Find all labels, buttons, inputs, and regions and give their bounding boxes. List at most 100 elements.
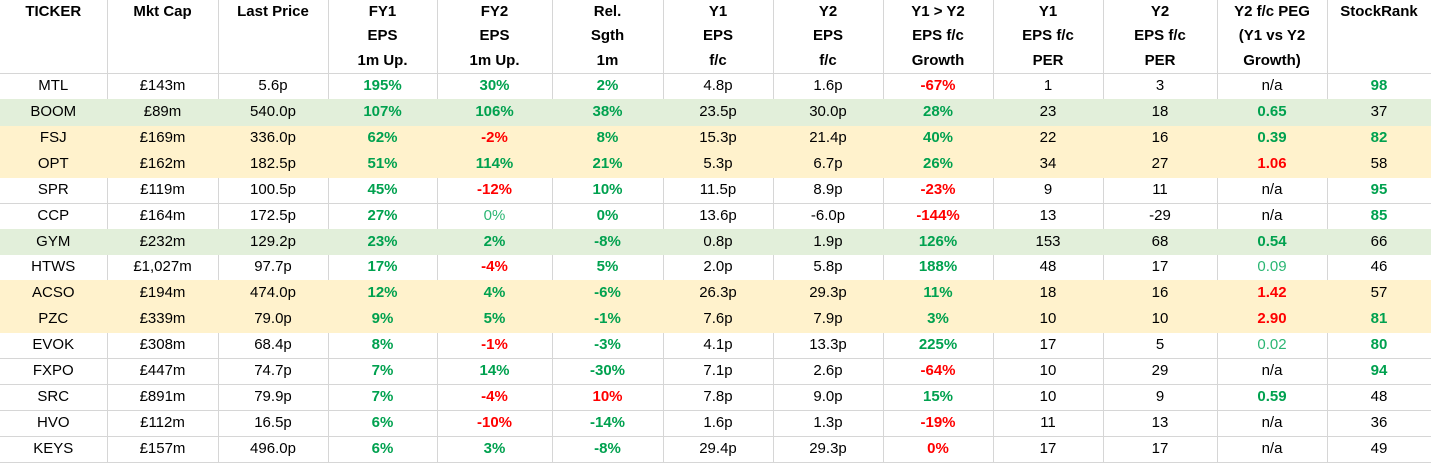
cell-y2-eps-fc[interactable]: 1.6p — [773, 73, 884, 100]
cell-fy2-eps-1m-up[interactable]: -2% — [437, 125, 553, 152]
cell-rel-sgth-1m[interactable]: 2% — [552, 73, 664, 100]
cell-rel-sgth-1m[interactable]: 0% — [552, 203, 664, 230]
cell-mkt-cap[interactable]: £891m — [107, 384, 219, 412]
cell-rel-sgth-1m[interactable]: -8% — [552, 229, 664, 256]
cell-y1-y2-eps-fc-growth[interactable]: 3% — [883, 306, 994, 334]
cell-last-price[interactable]: 68.4p — [218, 332, 329, 360]
cell-y2-eps-fc-per[interactable]: 17 — [1103, 436, 1218, 463]
cell-last-price[interactable]: 496.0p — [218, 436, 329, 463]
cell-stockrank[interactable]: 49 — [1327, 436, 1431, 463]
cell-last-price[interactable]: 172.5p — [218, 203, 329, 230]
col-header-y2-eps-fc[interactable]: Y2 EPS f/c — [773, 0, 884, 74]
cell-y1-eps-fc[interactable]: 11.5p — [663, 177, 774, 204]
cell-y2-eps-fc[interactable]: 29.3p — [773, 436, 884, 463]
cell-last-price[interactable]: 16.5p — [218, 410, 329, 438]
cell-y2-eps-fc[interactable]: 21.4p — [773, 125, 884, 152]
cell-y1-eps-fc-per[interactable]: 17 — [993, 332, 1104, 360]
cell-fy2-eps-1m-up[interactable]: -12% — [437, 177, 553, 204]
cell-y2-eps-fc-per[interactable]: 68 — [1103, 229, 1218, 256]
cell-fy2-eps-1m-up[interactable]: 2% — [437, 229, 553, 256]
cell-mkt-cap[interactable]: £119m — [107, 177, 219, 204]
cell-stockrank[interactable]: 36 — [1327, 410, 1431, 438]
cell-last-price[interactable]: 474.0p — [218, 280, 329, 308]
cell-fy1-eps-1m-up[interactable]: 9% — [328, 306, 438, 334]
cell-fy2-eps-1m-up[interactable]: 14% — [437, 358, 553, 386]
cell-last-price[interactable]: 540.0p — [218, 99, 329, 126]
cell-y2-fc-peg[interactable]: 0.65 — [1217, 99, 1328, 126]
cell-rel-sgth-1m[interactable]: -14% — [552, 410, 664, 438]
cell-ticker[interactable]: FSJ — [0, 125, 108, 152]
cell-mkt-cap[interactable]: £164m — [107, 203, 219, 230]
col-header-fy2-eps-1m-up[interactable]: FY2 EPS 1m Up. — [437, 0, 553, 74]
cell-y2-fc-peg[interactable]: 0.54 — [1217, 229, 1328, 256]
cell-rel-sgth-1m[interactable]: 38% — [552, 99, 664, 126]
cell-mkt-cap[interactable]: £89m — [107, 99, 219, 126]
cell-y1-y2-eps-fc-growth[interactable]: 126% — [883, 229, 994, 256]
cell-y2-eps-fc[interactable]: 1.9p — [773, 229, 884, 256]
cell-mkt-cap[interactable]: £194m — [107, 280, 219, 308]
cell-y1-eps-fc[interactable]: 7.6p — [663, 306, 774, 334]
cell-mkt-cap[interactable]: £308m — [107, 332, 219, 360]
cell-y1-eps-fc[interactable]: 4.1p — [663, 332, 774, 360]
cell-y2-eps-fc[interactable]: 8.9p — [773, 177, 884, 204]
cell-y2-fc-peg[interactable]: 1.06 — [1217, 151, 1328, 178]
cell-y1-eps-fc-per[interactable]: 10 — [993, 384, 1104, 412]
cell-y1-eps-fc-per[interactable]: 153 — [993, 229, 1104, 256]
cell-stockrank[interactable]: 80 — [1327, 332, 1431, 360]
cell-fy2-eps-1m-up[interactable]: 5% — [437, 306, 553, 334]
cell-y1-eps-fc[interactable]: 23.5p — [663, 99, 774, 126]
cell-y2-eps-fc-per[interactable]: 5 — [1103, 332, 1218, 360]
cell-y2-fc-peg[interactable]: n/a — [1217, 410, 1328, 438]
cell-fy2-eps-1m-up[interactable]: 0% — [437, 203, 553, 230]
cell-y1-y2-eps-fc-growth[interactable]: -19% — [883, 410, 994, 438]
cell-mkt-cap[interactable]: £339m — [107, 306, 219, 334]
cell-y2-fc-peg[interactable]: n/a — [1217, 73, 1328, 100]
cell-fy1-eps-1m-up[interactable]: 107% — [328, 99, 438, 126]
cell-y1-y2-eps-fc-growth[interactable]: -67% — [883, 73, 994, 100]
cell-fy1-eps-1m-up[interactable]: 62% — [328, 125, 438, 152]
cell-fy2-eps-1m-up[interactable]: -4% — [437, 384, 553, 412]
cell-stockrank[interactable]: 82 — [1327, 125, 1431, 152]
cell-stockrank[interactable]: 85 — [1327, 203, 1431, 230]
cell-y2-eps-fc[interactable]: 7.9p — [773, 306, 884, 334]
cell-y2-eps-fc[interactable]: 29.3p — [773, 280, 884, 308]
cell-y1-y2-eps-fc-growth[interactable]: 15% — [883, 384, 994, 412]
cell-y2-eps-fc-per[interactable]: 3 — [1103, 73, 1218, 100]
cell-mkt-cap[interactable]: £162m — [107, 151, 219, 178]
cell-y1-eps-fc[interactable]: 4.8p — [663, 73, 774, 100]
cell-y1-y2-eps-fc-growth[interactable]: -23% — [883, 177, 994, 204]
cell-y1-eps-fc-per[interactable]: 13 — [993, 203, 1104, 230]
cell-stockrank[interactable]: 66 — [1327, 229, 1431, 256]
cell-fy1-eps-1m-up[interactable]: 8% — [328, 332, 438, 360]
cell-stockrank[interactable]: 46 — [1327, 254, 1431, 282]
cell-fy2-eps-1m-up[interactable]: -1% — [437, 332, 553, 360]
cell-fy1-eps-1m-up[interactable]: 195% — [328, 73, 438, 100]
cell-rel-sgth-1m[interactable]: -30% — [552, 358, 664, 386]
cell-y2-fc-peg[interactable]: 1.42 — [1217, 280, 1328, 308]
cell-y1-eps-fc-per[interactable]: 22 — [993, 125, 1104, 152]
cell-fy1-eps-1m-up[interactable]: 23% — [328, 229, 438, 256]
cell-last-price[interactable]: 100.5p — [218, 177, 329, 204]
cell-fy1-eps-1m-up[interactable]: 17% — [328, 254, 438, 282]
cell-y2-fc-peg[interactable]: 0.39 — [1217, 125, 1328, 152]
cell-y2-fc-peg[interactable]: n/a — [1217, 436, 1328, 463]
cell-fy1-eps-1m-up[interactable]: 7% — [328, 384, 438, 412]
cell-stockrank[interactable]: 58 — [1327, 151, 1431, 178]
cell-y2-eps-fc-per[interactable]: 27 — [1103, 151, 1218, 178]
cell-fy2-eps-1m-up[interactable]: 106% — [437, 99, 553, 126]
cell-y2-fc-peg[interactable]: 2.90 — [1217, 306, 1328, 334]
cell-fy2-eps-1m-up[interactable]: 3% — [437, 436, 553, 463]
cell-y2-eps-fc[interactable]: -6.0p — [773, 203, 884, 230]
cell-y1-eps-fc[interactable]: 7.1p — [663, 358, 774, 386]
cell-y2-eps-fc[interactable]: 5.8p — [773, 254, 884, 282]
cell-mkt-cap[interactable]: £232m — [107, 229, 219, 256]
cell-y1-eps-fc[interactable]: 26.3p — [663, 280, 774, 308]
cell-y2-eps-fc[interactable]: 13.3p — [773, 332, 884, 360]
cell-rel-sgth-1m[interactable]: -6% — [552, 280, 664, 308]
cell-y2-eps-fc[interactable]: 6.7p — [773, 151, 884, 178]
cell-fy2-eps-1m-up[interactable]: -10% — [437, 410, 553, 438]
cell-rel-sgth-1m[interactable]: 21% — [552, 151, 664, 178]
cell-last-price[interactable]: 129.2p — [218, 229, 329, 256]
cell-y1-eps-fc-per[interactable]: 17 — [993, 436, 1104, 463]
cell-mkt-cap[interactable]: £447m — [107, 358, 219, 386]
